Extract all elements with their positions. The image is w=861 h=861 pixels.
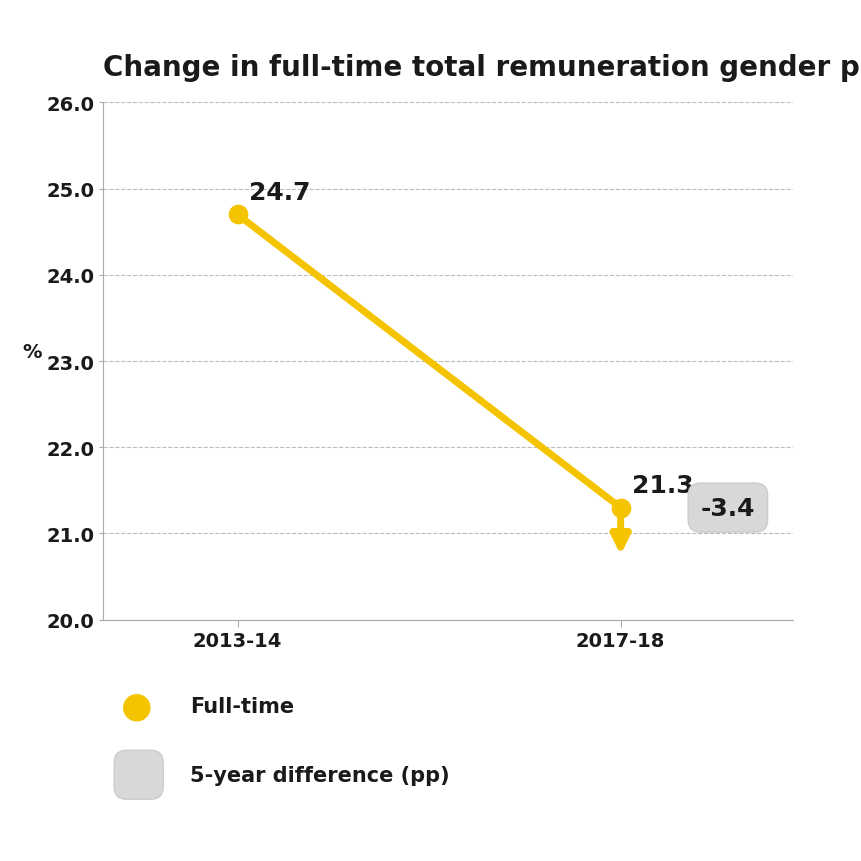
Point xyxy=(613,501,627,515)
Text: 21.3: 21.3 xyxy=(631,474,693,498)
Text: 24.7: 24.7 xyxy=(249,181,310,205)
Y-axis label: %: % xyxy=(22,343,42,362)
Text: 5-year difference (pp): 5-year difference (pp) xyxy=(189,765,449,785)
Text: Full-time: Full-time xyxy=(189,696,294,716)
Text: Change in full-time total remuneration gender pay gap: Change in full-time total remuneration g… xyxy=(103,53,861,82)
Point xyxy=(231,208,245,222)
Text: -3.4: -3.4 xyxy=(700,496,754,520)
Text: ●: ● xyxy=(121,689,152,723)
